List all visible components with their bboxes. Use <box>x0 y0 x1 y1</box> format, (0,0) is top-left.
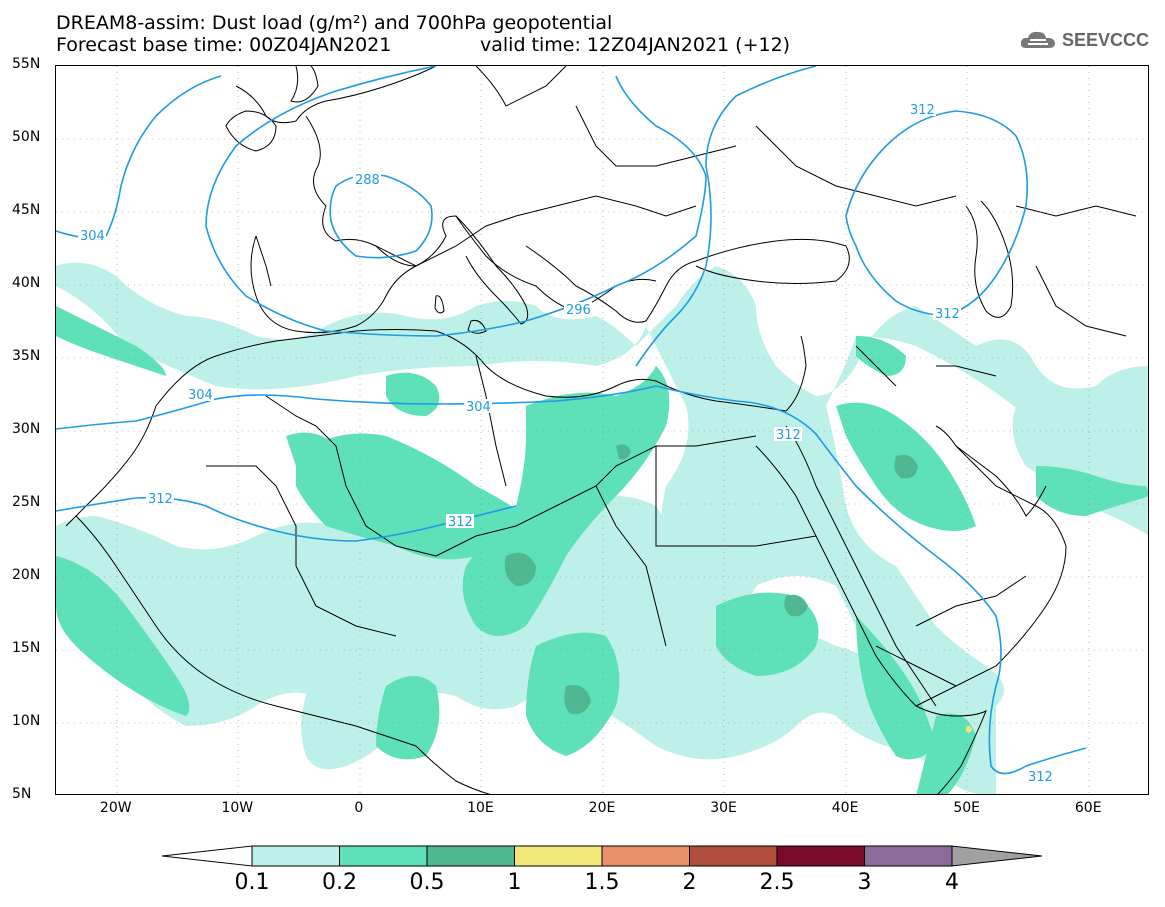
lon-tick-label: 20W <box>99 800 132 816</box>
colorbar-tick-label: 1.5 <box>584 870 620 895</box>
colorbar-segment <box>426 845 515 867</box>
colorbar-tick-label: 0.1 <box>234 870 270 895</box>
contour-label: 312 <box>448 515 473 530</box>
contour-label: 312 <box>1028 770 1053 785</box>
colorbar-max-arrow <box>951 845 1043 867</box>
colorbar-tick-label: 3 <box>857 870 872 895</box>
lat-tick-label: 55N <box>12 56 41 72</box>
geopotential-contours <box>56 66 1087 775</box>
colorbar-segment <box>339 845 428 867</box>
lat-tick-label: 40N <box>12 275 41 291</box>
lon-tick-label: 0 <box>354 800 364 816</box>
contour-label: 312 <box>776 428 801 443</box>
contour-label: 288 <box>355 173 380 188</box>
colorbar-tick-label: 0.5 <box>409 870 445 895</box>
colorbar-tick-label: 2.5 <box>759 870 795 895</box>
lat-tick-label: 20N <box>12 567 41 583</box>
lon-tick-label: 10W <box>221 800 254 816</box>
lon-tick-label: 30E <box>710 800 737 816</box>
lat-tick-label: 45N <box>12 202 41 218</box>
colorbar-tick-label: 4 <box>945 870 959 895</box>
colorbar-segment <box>514 845 603 867</box>
contour-label: 312 <box>935 307 960 322</box>
colorbar-tick-label: 2 <box>682 870 697 895</box>
forecast-base-time: Forecast base time: 00Z04JAN2021 <box>56 34 392 56</box>
dust-shading-high <box>966 725 972 733</box>
lon-tick-label: 50E <box>953 800 980 816</box>
valid-time: valid time: 12Z04JAN2021 (+12) <box>480 34 791 56</box>
contour-label: 312 <box>910 103 935 118</box>
lon-tick-label: 60E <box>1074 800 1102 816</box>
lon-tick-label: 20E <box>588 800 616 816</box>
contour-label: 296 <box>566 303 591 318</box>
dust-shading-dark <box>504 444 918 715</box>
colorbar-tick-label: 1 <box>507 870 522 895</box>
colorbar-segment <box>601 845 690 867</box>
contour-label: 304 <box>188 388 213 403</box>
colorbar-segment <box>689 845 778 867</box>
map-title: DREAM8-assim: Dust load (g/m²) and 700hP… <box>56 12 613 34</box>
contour-label: 312 <box>148 492 173 507</box>
colorbar-min-arrow <box>161 845 253 867</box>
lon-tick-label: 10E <box>467 800 494 816</box>
colorbar-segment <box>251 845 340 867</box>
contour-labels: 304 288 312 296 304 304 312 312 312 312 … <box>78 102 1054 785</box>
map-panel: 304 288 312 296 304 304 312 312 312 312 … <box>55 65 1149 795</box>
logo-text: SEEVCCC <box>1062 30 1150 50</box>
colorbar-segment <box>776 845 865 867</box>
map-gridlines <box>56 66 1148 794</box>
contour-label: 304 <box>466 400 491 415</box>
lat-tick-label: 35N <box>12 348 41 364</box>
lat-tick-label: 5N <box>12 786 32 802</box>
lat-tick-label: 10N <box>12 713 41 729</box>
cloud-icon <box>1020 31 1055 48</box>
lat-tick-label: 15N <box>12 640 41 656</box>
colorbar-segment <box>864 845 953 867</box>
lon-tick-label: 40E <box>831 800 859 816</box>
lat-tick-label: 30N <box>12 421 41 437</box>
colorbar-tick-label: 0.2 <box>322 870 357 895</box>
lat-tick-label: 50N <box>12 129 41 145</box>
lat-tick-label: 25N <box>12 494 41 510</box>
seevccc-logo <box>1018 26 1158 56</box>
dust-load-map: 304 288 312 296 304 304 312 312 312 312 … <box>56 66 1148 794</box>
colorbar <box>161 845 1043 867</box>
contour-label: 304 <box>80 229 105 244</box>
